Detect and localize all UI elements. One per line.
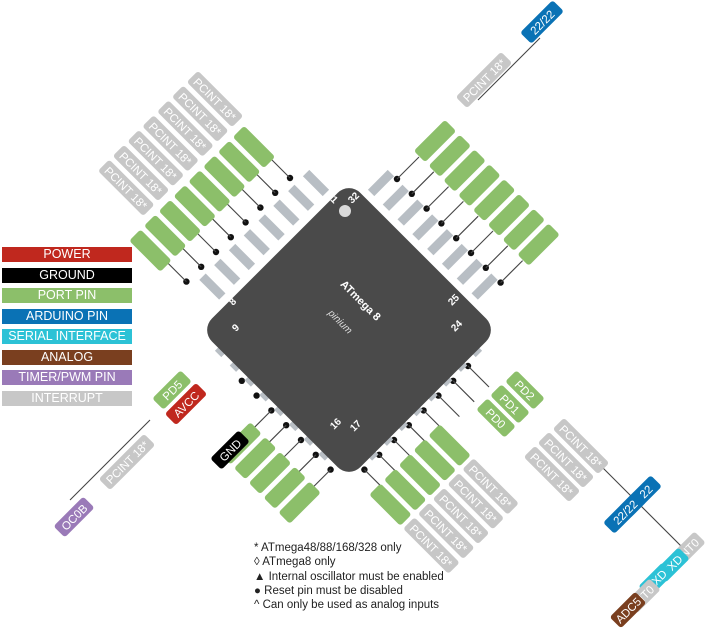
- pin-wire: [467, 365, 490, 388]
- pin-lead: [382, 184, 409, 211]
- port-pin-tag: [279, 482, 320, 523]
- pin-lead: [214, 258, 241, 285]
- port-pin-tag: [489, 195, 529, 235]
- legend: POWER GROUND PORT PIN ARDUINO PIN SERIAL…: [2, 247, 132, 411]
- timer-pin-oc0b: OC0B: [54, 497, 94, 537]
- port-pin-tag: [415, 121, 455, 161]
- pin1-marker: [339, 205, 351, 217]
- pin-wire: [441, 201, 464, 224]
- port-pin-tag: [474, 180, 515, 221]
- port-pin-tag: [204, 156, 245, 197]
- port-pin-tag: [174, 186, 215, 227]
- port-pin-tag: [429, 135, 470, 176]
- arduino-pin-2: 22/22: [604, 491, 646, 533]
- pin-lead: [302, 169, 330, 197]
- port-pin-tag: [370, 484, 411, 525]
- port-pin-tag: [429, 425, 470, 466]
- svg-text:PCINT 18*: PCINT 18*: [461, 57, 509, 105]
- legend-timer-pwm: TIMER/PWM PIN: [2, 370, 132, 385]
- pin-wire: [69, 419, 151, 501]
- port-pin-tag: [130, 230, 171, 271]
- pin-lead: [288, 184, 315, 211]
- pin-wire: [477, 37, 541, 101]
- pin-wire: [411, 171, 435, 195]
- footnote: ^ Can only be used as analog inputs: [254, 599, 440, 612]
- legend-serial-interface: SERIAL INTERFACE: [2, 329, 132, 344]
- legend-arduino-pin: ARDUINO PIN: [2, 308, 132, 324]
- pin-lead: [427, 229, 454, 256]
- pin-wire: [470, 230, 494, 254]
- pin-lead: [228, 243, 256, 271]
- legend-power: POWER: [2, 247, 132, 262]
- pin-wire: [396, 156, 420, 180]
- pin-wire: [455, 215, 479, 239]
- pin-wire: [426, 186, 449, 209]
- pin-lead: [243, 229, 270, 256]
- port-pin-tag: [444, 150, 485, 191]
- pin-wire: [500, 260, 523, 283]
- pin-lead: [258, 214, 285, 241]
- chip-body: ATmega 8 pinium 1 32 8 9 16 17 25 24: [207, 188, 491, 472]
- port-pin-tag: [145, 215, 186, 256]
- pin-lead: [199, 273, 226, 300]
- port-pin-tag: [400, 455, 440, 495]
- footnotes: * ATmega48/88/168/328 only ◊ ATmega8 onl…: [254, 541, 444, 612]
- pin-lead: [412, 214, 439, 241]
- arduino-pin-tag-top-right: 22/22: [521, 1, 563, 43]
- port-pin-tag: [235, 438, 276, 479]
- pin-lead: [367, 169, 395, 197]
- pin-wire: [485, 245, 509, 269]
- port-pin-tag: [459, 165, 500, 206]
- pin-dot: [253, 392, 260, 399]
- port-pin-tag: [250, 453, 290, 493]
- pin-lead: [273, 199, 300, 226]
- pin-lead: [441, 243, 469, 271]
- footnote: ● Reset pin must be disabled: [254, 584, 403, 597]
- pin-lead: [397, 199, 424, 226]
- port-pin-tag: [160, 201, 200, 241]
- pin-lead: [456, 258, 483, 285]
- port-pin-tag: [518, 224, 559, 265]
- port-pin-tag: [264, 467, 305, 508]
- pin-wire: [452, 380, 475, 403]
- interrupt-tag-bottom-left: PCINT 18*: [99, 434, 155, 490]
- footnote: * ATmega48/88/168/328 only: [254, 542, 402, 554]
- legend-port-pin: PORT PIN: [2, 288, 132, 303]
- footnote: ◊ ATmega8 only: [254, 556, 336, 569]
- interrupt-tag-top-right: PCINT 18*: [456, 52, 512, 108]
- pin-dot: [238, 377, 245, 384]
- legend-analog: ANALOG: [2, 349, 132, 365]
- port-pin-tag: [189, 171, 230, 212]
- pin-wire: [599, 464, 691, 556]
- port-pin-tag: [234, 127, 274, 167]
- port-pin-tag: [503, 209, 544, 250]
- footnote: ▲ Internal oscillator must be enabled: [254, 570, 444, 583]
- port-pin-tag: [414, 440, 455, 481]
- port-pin-tag: [219, 141, 260, 182]
- pin-lead: [471, 273, 498, 300]
- pin-wire: [438, 395, 460, 417]
- port-pin-tag: [385, 469, 426, 510]
- legend-interrupt: INTERRUPT: [2, 390, 132, 406]
- legend-ground: GROUND: [2, 267, 132, 283]
- svg-text:PCINT 18*: PCINT 18*: [104, 439, 152, 487]
